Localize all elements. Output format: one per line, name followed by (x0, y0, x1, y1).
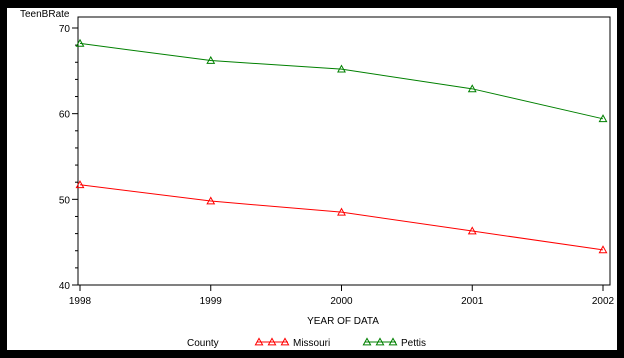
legend-marker-pettis (375, 337, 385, 346)
x-tick-label: 1999 (200, 296, 223, 307)
legend-marker-missouri (254, 337, 264, 346)
legend-label-pettis: Pettis (401, 338, 426, 349)
data-point-pettis (206, 55, 216, 64)
legend-marker-missouri (267, 337, 277, 346)
y-axis-title: TeenBRate (20, 9, 70, 20)
y-axis: 40 50 60 70 (59, 24, 78, 292)
x-tick-label: 2001 (461, 296, 484, 307)
data-point-pettis (337, 64, 346, 73)
legend-title: County (187, 338, 219, 349)
data-point-pettis (75, 38, 85, 47)
series-layer (75, 38, 608, 254)
data-point-missouri (75, 180, 85, 189)
data-point-missouri (598, 245, 608, 254)
data-point-missouri (206, 196, 216, 205)
data-point-pettis (467, 84, 477, 93)
chart-frame: TeenBRate YEAR OF DATA 40 50 60 70 1998 1999… (7, 8, 617, 350)
x-tick-label: 1998 (69, 296, 92, 307)
data-point-missouri (337, 207, 346, 216)
y-tick-label: 60 (59, 110, 71, 121)
series-line-pettis (79, 42, 604, 120)
series-line-missouri (79, 184, 604, 251)
x-axis-title: YEAR OF DATA (307, 316, 379, 327)
y-tick-label: 50 (59, 195, 71, 206)
legend-marker-missouri (280, 337, 290, 346)
legend-label-missouri: Missouri (293, 338, 330, 349)
x-tick-label: 2002 (592, 296, 615, 307)
y-tick-label: 70 (59, 24, 71, 35)
line-chart: TeenBRate YEAR OF DATA 40 50 60 70 1998 1999… (20, 9, 615, 349)
data-point-pettis (598, 114, 608, 123)
data-point-missouri (467, 226, 477, 235)
legend-marker-pettis (388, 337, 398, 346)
x-tick-label: 2000 (330, 296, 353, 307)
plot-area (77, 16, 611, 286)
legend: County Missouri Pettis (187, 337, 426, 349)
x-axis: 1998 1999 2000 2001 2002 (69, 285, 615, 307)
legend-marker-pettis (362, 337, 372, 346)
y-tick-label: 40 (59, 281, 71, 292)
